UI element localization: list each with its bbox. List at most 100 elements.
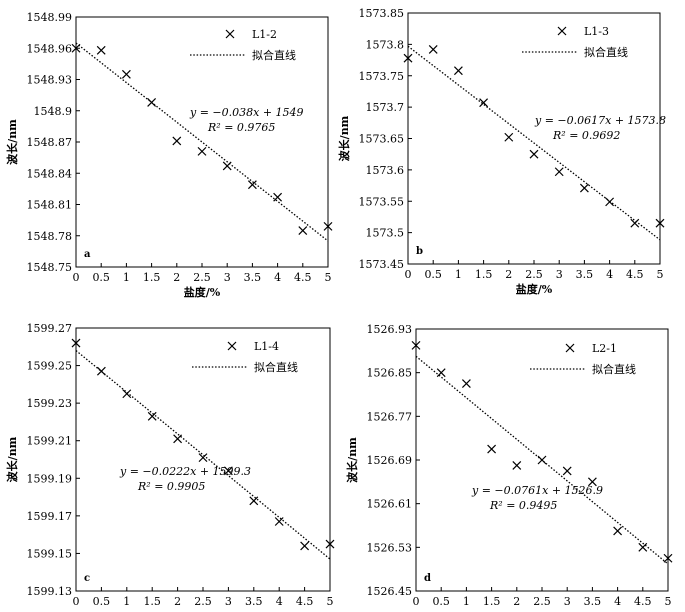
data-point-stroke [487,444,497,454]
data-point-stroke [537,455,547,465]
data-point [71,338,81,348]
x-tick-label: 3 [556,268,563,281]
data-point-stroke [121,69,131,79]
data-point-stroke [587,477,597,487]
legend-marker-stroke [227,341,237,351]
y-tick-label: 1599.15 [27,547,73,560]
data-point-stroke [613,526,623,536]
panel-label: a [84,249,91,260]
data-point [147,411,157,421]
data-point [147,97,157,107]
x-tick-label: 0 [413,595,420,608]
data-point [300,541,310,551]
data-point [453,66,463,76]
data-point-stroke [96,366,106,376]
x-tick-label: 4.5 [634,595,652,608]
y-tick-label: 1548.87 [27,136,73,149]
data-point [655,218,665,228]
data-point [487,444,497,454]
data-point [638,542,648,552]
fit-r-squared: R² = 0.9765 [207,121,275,134]
legend-fit-label: 拟合直线 [584,45,628,59]
x-tick-label: 2.5 [194,595,212,608]
data-point [461,379,471,389]
data-point [411,340,421,350]
data-point-stroke [605,197,615,207]
panel-label: c [84,573,90,584]
legend-marker [557,26,567,36]
data-point-stroke [554,167,564,177]
legend-marker [565,343,575,353]
y-axis-label: 波长/nm [5,436,19,482]
x-tick-label: 4 [606,268,613,281]
y-tick-label: 1526.45 [367,585,413,598]
data-point [403,53,413,63]
data-point-stroke [96,45,106,55]
legend-fit-label: 拟合直线 [254,360,298,374]
y-tick-label: 1599.23 [27,397,73,410]
data-point-stroke [71,43,81,53]
y-tick-label: 1573.8 [366,38,405,51]
data-point-stroke [428,44,438,54]
y-tick-label: 1548.78 [27,230,73,243]
y-tick-label: 1599.25 [27,360,73,373]
data-point-stroke [630,218,640,228]
x-tick-label: 3.5 [245,595,263,608]
data-point [537,455,547,465]
y-tick-label: 1573.75 [359,70,405,83]
data-point [173,434,183,444]
y-tick-label: 1526.85 [367,367,413,380]
x-tick-label: 4 [274,271,281,284]
x-tick-label: 2.5 [533,595,551,608]
fit-equation: y = −0.0761x + 1526.9 [471,484,603,497]
x-tick-label: 3.5 [244,271,262,284]
legend-series-label: L1-4 [254,340,279,353]
x-tick-label: 2 [173,271,180,284]
x-tick-label: 0.5 [432,595,450,608]
data-point [436,368,446,378]
x-tick-label: 5 [657,268,664,281]
data-point [630,218,640,228]
x-axis-label: 盐度/% [516,282,553,296]
data-point [479,98,489,108]
y-tick-label: 1599.27 [27,322,73,335]
data-point [323,221,333,231]
x-tick-label: 1.5 [483,595,501,608]
data-point [504,132,514,142]
legend-marker-stroke [225,29,235,39]
data-point-stroke [273,192,283,202]
y-tick-label: 1599.17 [27,510,73,523]
x-tick-label: 4.5 [626,268,644,281]
legend-marker [227,341,237,351]
data-point-stroke [223,466,233,476]
x-tick-label: 3.5 [576,268,594,281]
y-tick-label: 1548.96 [27,42,73,55]
x-tick-label: 4.5 [294,271,312,284]
data-point-stroke [198,453,208,463]
x-tick-label: 4 [276,595,283,608]
data-point [605,197,615,207]
data-point-stroke [325,539,335,549]
x-tick-label: 2 [513,595,520,608]
y-tick-label: 1548.84 [27,167,73,180]
y-axis-label: 波长/nm [337,115,351,161]
x-tick-label: 3 [225,595,232,608]
x-tick-label: 1.5 [143,595,161,608]
y-tick-label: 1526.93 [367,323,413,336]
legend-series-label: L1-3 [584,25,609,38]
data-point-stroke [197,146,207,156]
legend-series-label: L1-2 [252,28,277,41]
panel-label: d [424,573,431,584]
y-tick-label: 1548.99 [27,11,73,24]
x-tick-label: 0 [405,268,412,281]
y-tick-label: 1526.77 [367,410,413,423]
fit-line [75,42,329,242]
data-point-stroke [274,517,284,526]
data-point [274,517,284,526]
data-point-stroke [172,136,182,146]
fit-line [75,350,331,560]
data-point [223,466,233,476]
x-tick-label: 1 [455,268,462,281]
data-point-stroke [579,183,589,193]
y-tick-label: 1573.85 [359,7,405,20]
